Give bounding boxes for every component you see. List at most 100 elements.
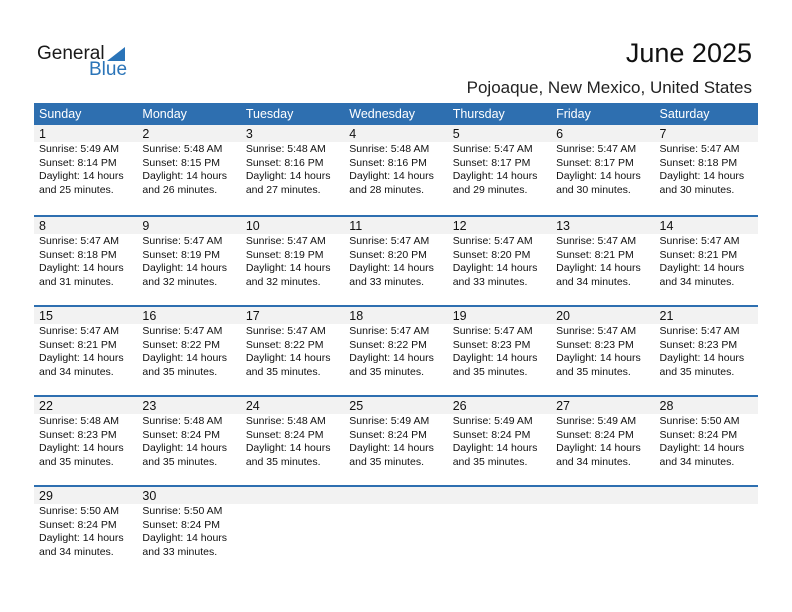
minutes-text: and 28 minutes. <box>349 183 424 196</box>
day-cell: 21 Sunrise: 5:47 AM Sunset: 8:23 PM Dayligh… <box>654 307 758 395</box>
day-cell: 3 Sunrise: 5:48 AM Sunset: 8:16 PM Daylight… <box>240 125 345 215</box>
sunrise-text: Sunrise: 5:47 AM <box>349 325 430 337</box>
day-number: 26 <box>447 397 552 414</box>
minutes-text: and 34 minutes. <box>39 545 114 558</box>
minutes-text: and 35 minutes. <box>349 455 424 468</box>
logo: General Blue <box>37 43 137 83</box>
daylight-text: Daylight: 14 hours <box>452 262 538 274</box>
day-number: 21 <box>654 307 758 324</box>
day-cell: 23 Sunrise: 5:48 AM Sunset: 8:24 PM Dayligh… <box>137 397 241 485</box>
sunset-text: Sunset: 8:23 PM <box>659 338 738 351</box>
sunset-text: Sunset: 8:24 PM <box>142 518 221 531</box>
minutes-text: and 35 minutes. <box>452 455 528 468</box>
day-cell: 16 Sunrise: 5:47 AM Sunset: 8:22 PM Dayligh… <box>137 307 241 395</box>
minutes-text: and 25 minutes. <box>39 183 114 196</box>
day-cell: 28 Sunrise: 5:50 AM Sunset: 8:24 PM Dayligh… <box>654 397 758 485</box>
sunset-text: Sunset: 8:14 PM <box>39 156 117 169</box>
sunset-text: Sunset: 8:19 PM <box>142 248 221 261</box>
daylight-text: Daylight: 14 hours <box>39 352 124 364</box>
sunset-text: Sunset: 8:23 PM <box>452 338 531 351</box>
empty-cell <box>344 487 448 575</box>
sunrise-text: Sunrise: 5:48 AM <box>245 143 326 155</box>
weekday-header: Sunday Monday Tuesday Wednesday Thursday Frid… <box>34 103 758 125</box>
daylight-text: Daylight: 14 hours <box>349 352 434 364</box>
day-number: 2 <box>137 125 241 142</box>
day-number: 20 <box>551 307 655 324</box>
sunset-text: Sunset: 8:24 PM <box>142 428 221 441</box>
daylight-text: Daylight: 14 hours <box>142 170 228 182</box>
day-number: 9 <box>137 217 241 234</box>
day-number: 27 <box>551 397 655 414</box>
day-number: 5 <box>447 125 552 142</box>
sunset-text: Sunset: 8:23 PM <box>556 338 634 351</box>
sunrise-text: Sunrise: 5:49 AM <box>349 415 430 427</box>
weekday-wednesday: Wednesday <box>349 107 416 121</box>
day-number: 4 <box>344 125 448 142</box>
minutes-text: and 35 minutes. <box>556 365 631 378</box>
daylight-text: Daylight: 14 hours <box>556 170 641 182</box>
week-row: 1 Sunrise: 5:49 AM Sunset: 8:14 PM Daylight… <box>34 125 758 215</box>
minutes-text: and 34 minutes. <box>659 455 735 468</box>
minutes-text: and 26 minutes. <box>142 183 218 196</box>
minutes-text: and 35 minutes. <box>245 365 321 378</box>
sunset-text: Sunset: 8:23 PM <box>39 428 117 441</box>
daylight-text: Daylight: 14 hours <box>142 352 228 364</box>
daylight-text: Daylight: 14 hours <box>659 442 745 454</box>
daylight-text: Daylight: 14 hours <box>245 262 331 274</box>
day-cell: 11 Sunrise: 5:47 AM Sunset: 8:20 PM Dayligh… <box>344 217 448 305</box>
sunset-text: Sunset: 8:22 PM <box>245 338 324 351</box>
daylight-text: Daylight: 14 hours <box>39 442 124 454</box>
sunset-text: Sunset: 8:24 PM <box>659 428 738 441</box>
sunset-text: Sunset: 8:17 PM <box>452 156 531 169</box>
day-number: 13 <box>551 217 655 234</box>
sunset-text: Sunset: 8:20 PM <box>349 248 427 261</box>
day-cell: 29 Sunrise: 5:50 AM Sunset: 8:24 PM Dayligh… <box>34 487 138 575</box>
minutes-text: and 35 minutes. <box>452 365 528 378</box>
daylight-text: Daylight: 14 hours <box>39 262 124 274</box>
daylight-text: Daylight: 14 hours <box>556 442 641 454</box>
day-number: 12 <box>447 217 552 234</box>
page-title: June 2025 <box>625 38 752 68</box>
daylight-text: Daylight: 14 hours <box>142 532 228 544</box>
day-cell: 26 Sunrise: 5:49 AM Sunset: 8:24 PM Dayligh… <box>447 397 552 485</box>
day-cell: 27 Sunrise: 5:49 AM Sunset: 8:24 PM Dayligh… <box>551 397 655 485</box>
day-cell: 10 Sunrise: 5:47 AM Sunset: 8:19 PM Dayligh… <box>240 217 345 305</box>
minutes-text: and 35 minutes. <box>349 365 424 378</box>
weekday-friday: Friday <box>556 107 591 121</box>
minutes-text: and 34 minutes. <box>659 275 735 288</box>
day-number: 14 <box>654 217 758 234</box>
day-number: 6 <box>551 125 655 142</box>
empty-cell <box>654 487 758 575</box>
day-cell: 14 Sunrise: 5:47 AM Sunset: 8:21 PM Dayligh… <box>654 217 758 305</box>
daylight-text: Daylight: 14 hours <box>349 262 434 274</box>
day-cell: 12 Sunrise: 5:47 AM Sunset: 8:20 PM Dayligh… <box>447 217 552 305</box>
logo-text-blue: Blue <box>89 59 128 80</box>
sunrise-text: Sunrise: 5:49 AM <box>452 415 533 427</box>
day-number: 15 <box>34 307 138 324</box>
sunset-text: Sunset: 8:21 PM <box>659 248 738 261</box>
sunrise-text: Sunrise: 5:47 AM <box>659 143 740 155</box>
daylight-text: Daylight: 14 hours <box>142 262 228 274</box>
minutes-text: and 35 minutes. <box>142 365 218 378</box>
minutes-text: and 29 minutes. <box>452 183 528 196</box>
day-number: 3 <box>240 125 345 142</box>
day-number: 17 <box>240 307 345 324</box>
sunrise-text: Sunrise: 5:48 AM <box>142 415 223 427</box>
day-number: 22 <box>34 397 138 414</box>
minutes-text: and 34 minutes. <box>556 455 631 468</box>
daylight-text: Daylight: 14 hours <box>556 262 641 274</box>
minutes-text: and 31 minutes. <box>39 275 114 288</box>
sunrise-text: Sunrise: 5:48 AM <box>142 143 223 155</box>
sunrise-text: Sunrise: 5:48 AM <box>39 415 119 427</box>
day-cell: 5 Sunrise: 5:47 AM Sunset: 8:17 PM Daylight… <box>447 125 552 215</box>
day-cell: 15 Sunrise: 5:47 AM Sunset: 8:21 PM Dayligh… <box>34 307 138 395</box>
empty-date-row <box>654 487 758 504</box>
day-number: 29 <box>34 487 138 504</box>
day-number: 19 <box>447 307 552 324</box>
minutes-text: and 33 minutes. <box>349 275 424 288</box>
minutes-text: and 34 minutes. <box>556 275 631 288</box>
sunrise-text: Sunrise: 5:47 AM <box>556 325 637 337</box>
minutes-text: and 35 minutes. <box>659 365 735 378</box>
sunset-text: Sunset: 8:15 PM <box>142 156 221 169</box>
